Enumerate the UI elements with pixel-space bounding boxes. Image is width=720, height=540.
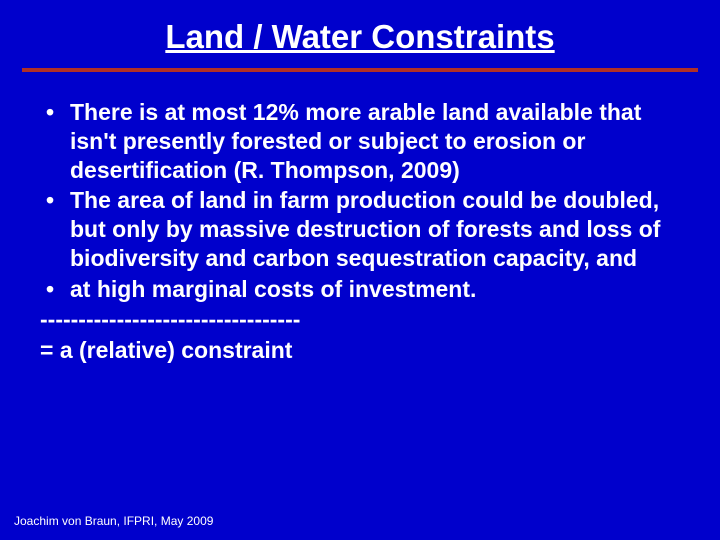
list-item: at high marginal costs of investment. xyxy=(40,275,680,304)
list-item: The area of land in farm production coul… xyxy=(40,186,680,272)
slide: Land / Water Constraints There is at mos… xyxy=(0,0,720,540)
list-item: There is at most 12% more arable land av… xyxy=(40,98,680,184)
footer-citation: Joachim von Braun, IFPRI, May 2009 xyxy=(14,514,213,528)
slide-body: There is at most 12% more arable land av… xyxy=(0,72,720,365)
separator-dashes: ---------------------------------- xyxy=(40,305,680,334)
slide-title: Land / Water Constraints xyxy=(0,0,720,68)
conclusion-line: = a (relative) constraint xyxy=(40,336,680,365)
bullet-list: There is at most 12% more arable land av… xyxy=(40,98,680,303)
